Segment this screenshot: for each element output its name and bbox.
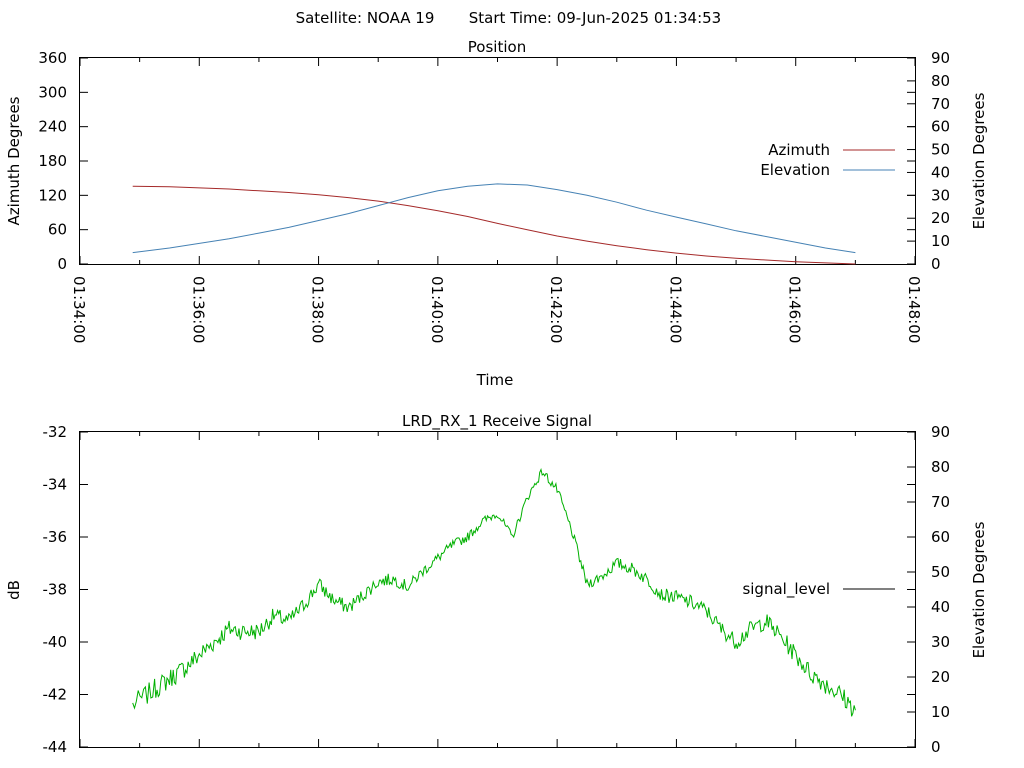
satellite-label: Satellite: NOAA 19 (296, 9, 435, 27)
y2-tick-label: 0 (931, 738, 941, 756)
y-tick-label: 240 (38, 118, 67, 136)
y2-tick-label: 50 (931, 141, 950, 159)
y2-tick-label: 70 (931, 493, 950, 511)
y-tick-label: 360 (38, 49, 67, 67)
y-tick-label: -42 (43, 686, 68, 704)
legend-label: Elevation (760, 161, 830, 179)
position-chart: Position Azimuth Degrees Elevation Degre… (5, 38, 988, 389)
y2-tick-label: 60 (931, 528, 950, 546)
x-tick-label: 01:36:00 (189, 276, 207, 343)
y-tick-label: -38 (43, 581, 68, 599)
y2-tick-label: 20 (931, 668, 950, 686)
y2-tick-label: 80 (931, 458, 950, 476)
y2-tick-label: 90 (931, 49, 950, 67)
y2-tick-label: 40 (931, 598, 950, 616)
signal-chart: LRD_RX_1 Receive Signal dB Elevation Deg… (5, 412, 988, 756)
signal-x-ticks (79, 432, 916, 747)
y2-tick-label: 10 (931, 703, 950, 721)
signal-y-ticks: -44 -42 -40 -38 -36 -34 -32 (43, 423, 915, 756)
series-line-elevation (132, 183, 856, 254)
y-tick-label: -36 (43, 528, 68, 546)
x-tick-label: 01:42:00 (547, 276, 565, 343)
y-tick-label: -44 (43, 738, 68, 756)
x-tick-label: 01:40:00 (428, 276, 446, 343)
position-y2-axis-label: Elevation Degrees (970, 92, 988, 229)
y2-tick-label: 10 (931, 232, 950, 250)
x-tick-label: 01:34:00 (70, 276, 88, 343)
y2-tick-label: 30 (931, 186, 950, 204)
y2-tick-label: 30 (931, 633, 950, 651)
y2-tick-label: 20 (931, 209, 950, 227)
y-tick-label: 180 (38, 152, 67, 170)
y-tick-label: 60 (48, 221, 67, 239)
y2-tick-label: 80 (931, 72, 950, 90)
signal-y-axis-label: dB (5, 580, 23, 600)
position-legend: Azimuth Elevation (760, 141, 895, 179)
position-y-ticks: 0 60 120 180 240 300 360 (38, 49, 915, 273)
position-chart-title: Position (468, 38, 526, 56)
position-x-ticks: 01:34:00 01:36:00 01:38:00 01:40:00 01:42:00… (70, 58, 923, 343)
position-y2-ticks: 0 10 20 30 40 50 60 70 80 90 (907, 49, 950, 273)
y2-tick-label: 0 (931, 255, 941, 273)
signal-legend: signal_level (742, 580, 895, 599)
position-plot-frame (79, 57, 916, 265)
legend-label: signal_level (742, 580, 830, 599)
signal-plot-frame (79, 431, 916, 748)
signal-chart-title: LRD_RX_1 Receive Signal (402, 412, 592, 431)
y-tick-label: -34 (43, 476, 68, 494)
y2-tick-label: 40 (931, 163, 950, 181)
x-tick-label: 01:38:00 (309, 276, 327, 343)
x-tick-label: 01:44:00 (666, 276, 684, 343)
position-series (132, 183, 856, 265)
y2-tick-label: 60 (931, 118, 950, 136)
signal-series (132, 468, 856, 717)
x-tick-label: 01:48:00 (905, 276, 923, 343)
y-tick-label: -32 (43, 423, 68, 441)
start-time-label: Start Time: 09-Jun-2025 01:34:53 (469, 9, 721, 27)
signal-y2-axis-label: Elevation Degrees (970, 521, 988, 658)
y-tick-label: 300 (38, 83, 67, 101)
y-tick-label: 120 (38, 186, 67, 204)
y2-tick-label: 90 (931, 423, 950, 441)
signal-y2-ticks: 0 10 20 30 40 50 60 70 80 90 (907, 423, 950, 756)
series-line-azimuth (132, 185, 856, 265)
y-tick-label: 0 (57, 255, 67, 273)
position-x-axis-label: Time (476, 371, 514, 389)
legend-label: Azimuth (768, 141, 830, 159)
series-line-signal-level (132, 468, 856, 717)
position-y-axis-label: Azimuth Degrees (5, 96, 23, 225)
x-tick-label: 01:46:00 (786, 276, 804, 343)
y-tick-label: -40 (43, 633, 68, 651)
y2-tick-label: 50 (931, 563, 950, 581)
y2-tick-label: 70 (931, 95, 950, 113)
